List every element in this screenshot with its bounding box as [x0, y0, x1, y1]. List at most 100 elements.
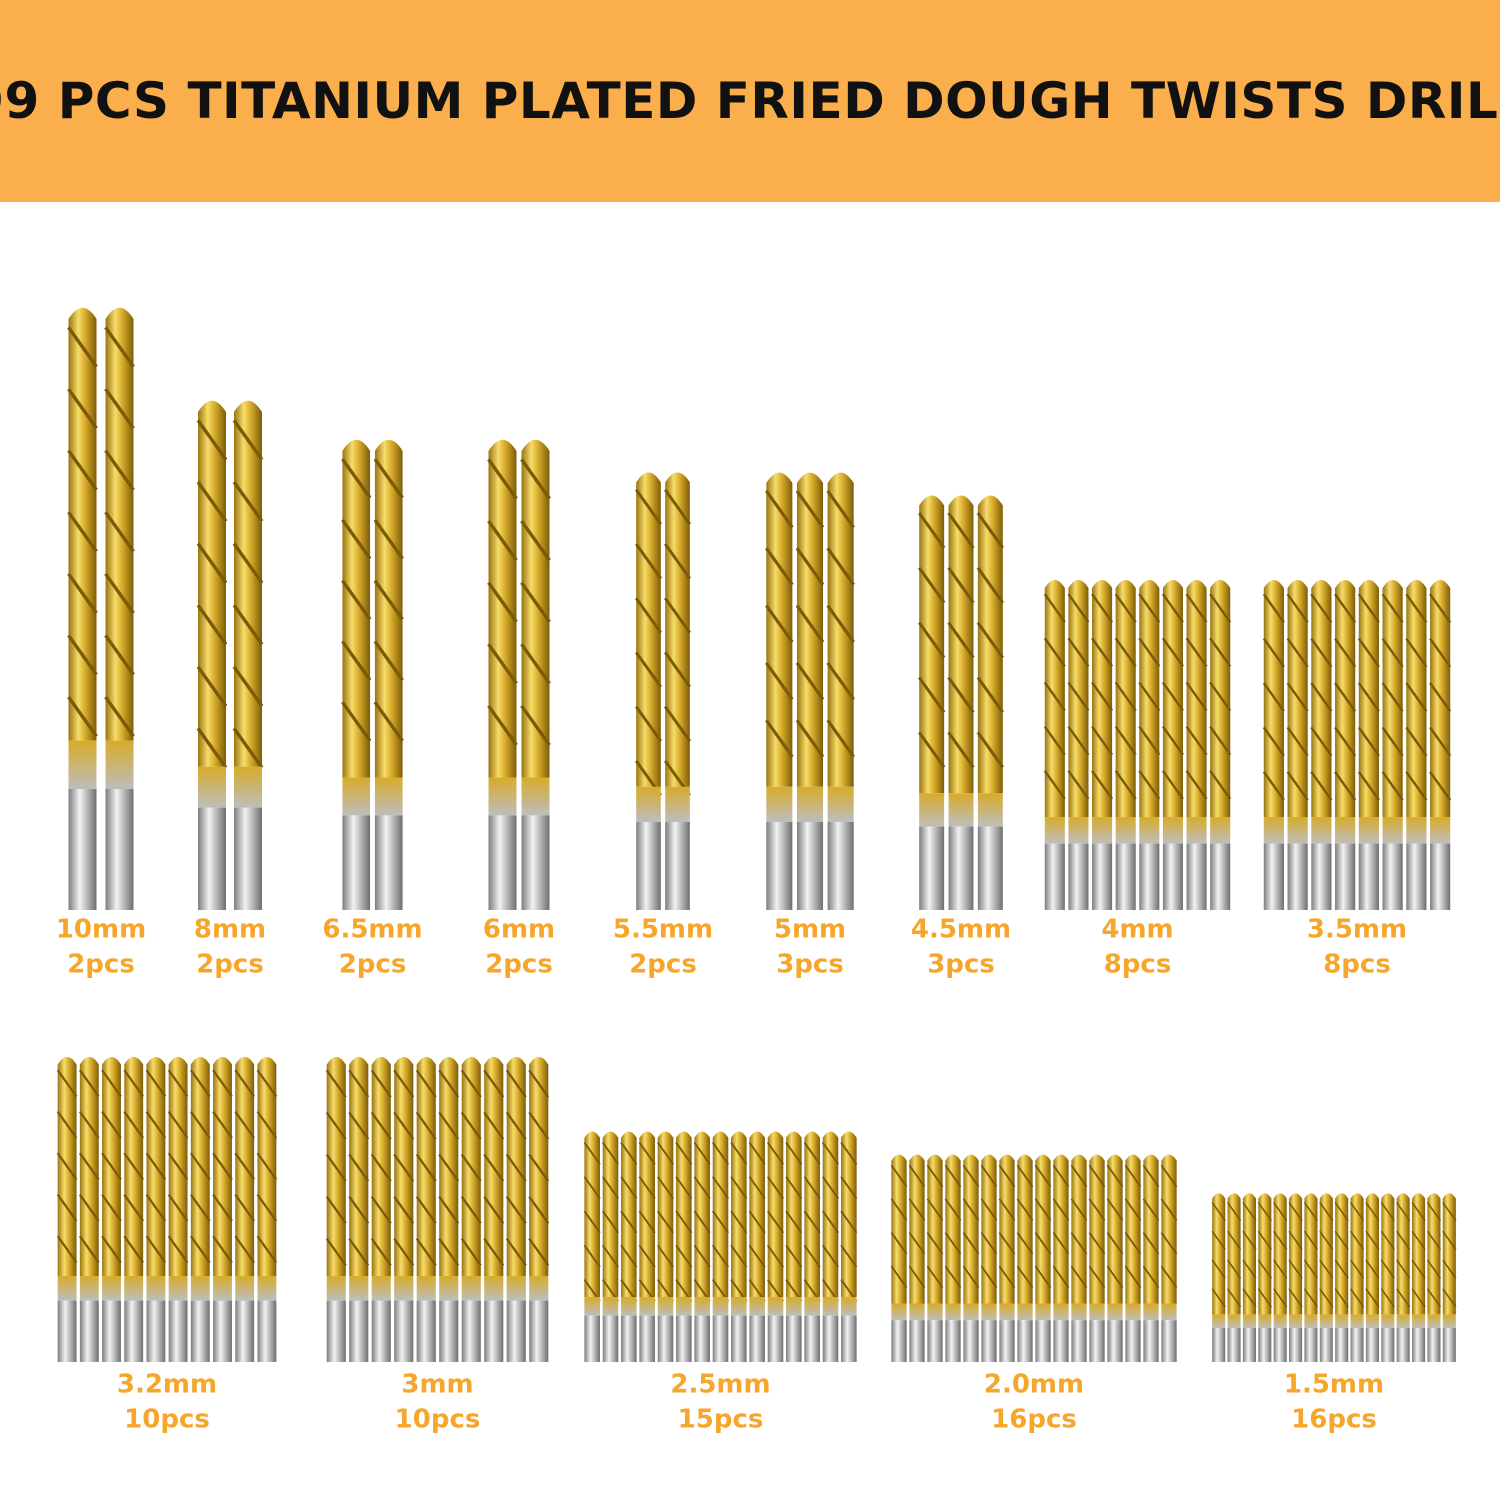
- drill-bit: [998, 1154, 1016, 1362]
- bit-transition: [257, 1276, 277, 1301]
- bit-tip: [945, 1154, 961, 1304]
- flute: [947, 676, 975, 714]
- flute: [821, 1176, 840, 1200]
- drill-bit: [1209, 580, 1232, 910]
- flute: [67, 572, 98, 614]
- flute: [1380, 1201, 1395, 1222]
- bit-shank: [374, 815, 403, 910]
- flute: [826, 719, 855, 758]
- flute: [711, 1176, 730, 1200]
- quantity-label: 2pcs: [629, 950, 697, 980]
- flute: [826, 661, 855, 701]
- flute: [78, 1235, 100, 1264]
- flute: [56, 1069, 78, 1098]
- flute: [256, 1110, 278, 1139]
- flute: [795, 604, 825, 643]
- flute: [663, 705, 692, 743]
- drill-bit: [1334, 580, 1357, 910]
- flute: [1349, 1230, 1365, 1250]
- bit-tip: [909, 1154, 925, 1304]
- flute: [1357, 593, 1380, 624]
- bit-transition: [1210, 817, 1231, 844]
- bit-transition: [621, 1297, 637, 1316]
- flute: [1380, 1259, 1395, 1279]
- bit-transition: [731, 1297, 747, 1316]
- bit-shank: [213, 1300, 232, 1362]
- flute: [1160, 1198, 1178, 1221]
- flute: [748, 1176, 766, 1200]
- bit-shank: [621, 1315, 637, 1362]
- flute: [1067, 593, 1090, 623]
- flute: [256, 1193, 278, 1222]
- bit-transition: [439, 1276, 459, 1301]
- flute: [803, 1210, 821, 1234]
- flute: [325, 1237, 347, 1267]
- drill-bit: [212, 1056, 233, 1362]
- flute: [370, 1153, 392, 1182]
- flute: [821, 1244, 840, 1268]
- flute: [78, 1152, 100, 1181]
- drill-bit: [917, 495, 946, 910]
- flute: [487, 704, 518, 746]
- bit-transition: [1358, 817, 1379, 844]
- flute: [212, 1193, 233, 1222]
- flute: [795, 661, 825, 701]
- drill-bit: [980, 1154, 998, 1362]
- flute: [415, 1153, 437, 1182]
- flute: [145, 1069, 167, 1098]
- flute: [840, 1176, 858, 1200]
- bit-shank: [977, 826, 1003, 910]
- bit-shank: [461, 1300, 481, 1362]
- flute: [821, 1141, 840, 1165]
- drill-bit: [1396, 1193, 1411, 1362]
- flute: [1262, 593, 1285, 624]
- flute: [232, 604, 264, 646]
- flute: [663, 488, 692, 526]
- drill-bit: [1411, 1193, 1426, 1362]
- drill-bit: [601, 1131, 620, 1362]
- drill-bit: [1357, 580, 1380, 910]
- drill-bit: [415, 1056, 437, 1362]
- flute: [1357, 771, 1380, 801]
- flute: [730, 1244, 748, 1268]
- flute: [976, 621, 1005, 659]
- drill-bit: [528, 1056, 550, 1362]
- flute: [1091, 637, 1114, 668]
- bit-shank: [1139, 843, 1160, 910]
- bit-shank: [919, 826, 945, 910]
- drill-bit: [1286, 580, 1309, 910]
- flute: [1262, 771, 1285, 801]
- drill-bit: [826, 472, 855, 910]
- drill-bit: [1429, 580, 1452, 910]
- flute: [620, 1210, 638, 1234]
- flute: [1257, 1201, 1272, 1222]
- bit-shank: [342, 815, 371, 910]
- flute: [1185, 637, 1208, 668]
- drill-bit: [256, 1056, 278, 1362]
- flute: [1043, 637, 1066, 668]
- flute: [1442, 1201, 1457, 1222]
- flute: [1396, 1201, 1411, 1222]
- bit-shank: [1242, 1328, 1256, 1362]
- bit-transition: [1381, 1314, 1395, 1328]
- bit-tip: [1365, 1193, 1379, 1315]
- bit-shank: [488, 815, 517, 910]
- bit-transition: [1227, 1314, 1241, 1328]
- bit-tip: [657, 1131, 674, 1298]
- flute: [917, 621, 946, 659]
- flute: [675, 1210, 693, 1234]
- drill-bit: [56, 1056, 78, 1362]
- bit-transition: [1406, 817, 1427, 844]
- flute: [1429, 593, 1452, 624]
- bit-shank: [394, 1300, 414, 1362]
- flute: [1310, 682, 1333, 712]
- flute: [980, 1198, 998, 1221]
- bit-tip: [639, 1131, 655, 1298]
- flute: [926, 1232, 944, 1255]
- drill-bit: [1211, 1193, 1226, 1362]
- bit-shank: [1035, 1320, 1051, 1362]
- flute: [620, 1176, 638, 1200]
- flute: [693, 1244, 711, 1268]
- flute: [1365, 1230, 1380, 1250]
- bit-tip: [374, 439, 403, 778]
